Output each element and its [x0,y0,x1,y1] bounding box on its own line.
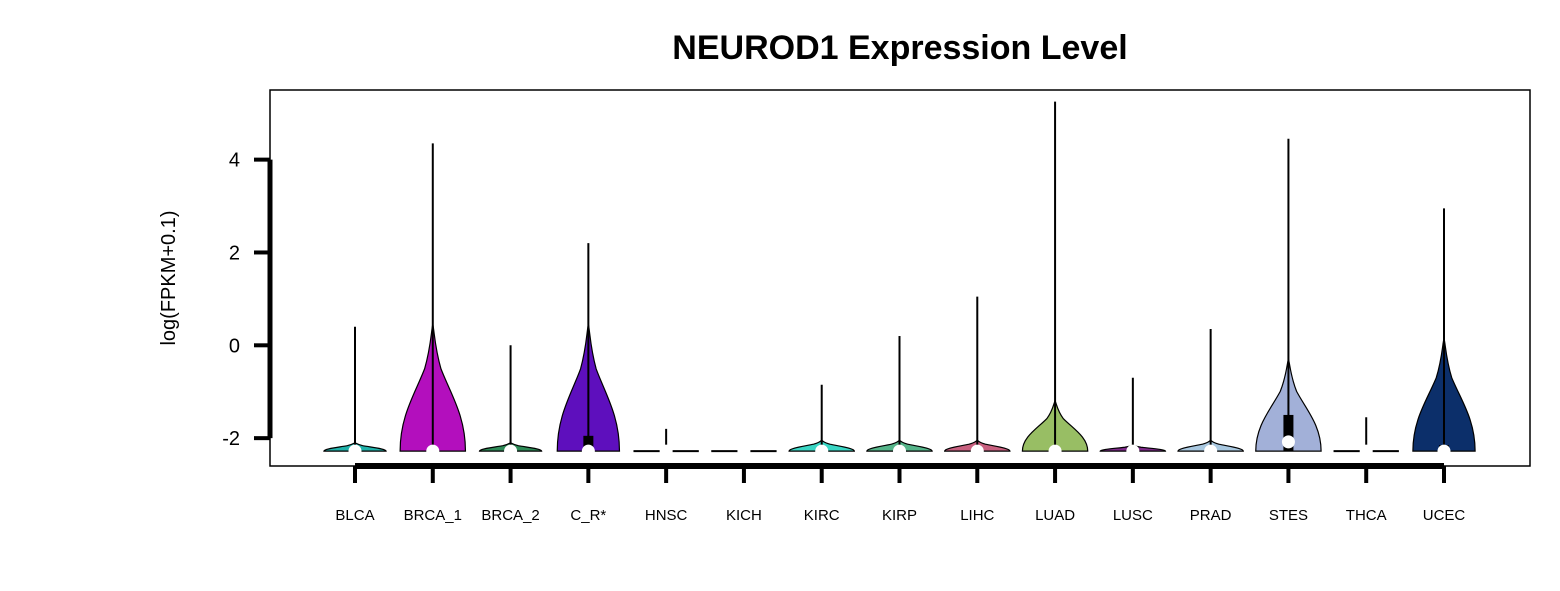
violin-lihc [944,296,1011,458]
violin-median-dot [426,444,440,458]
y-tick-label: 4 [229,150,240,172]
y-axis-label: log(FPKM+0.1) [158,210,180,345]
violin-median-dot [1359,444,1373,458]
x-tick-label: C_R* [570,507,606,524]
violin-kirc [788,384,855,458]
x-axis: BLCA BRCA_1 BRCA_2 C_R* HNSC KICH KIRC KIRP LIHC… [335,463,1466,524]
x-tick-label: LUAD [1035,507,1075,524]
y-tick-label: 0 [229,335,240,357]
violin-blca [323,326,387,458]
violin-median-dot [504,444,518,458]
violin-iqr-box [1283,414,1294,452]
violin-median-dot [737,444,751,458]
violin-hnsc [633,428,699,458]
violin-median-dot [1126,444,1140,458]
violin-median-dot [348,444,362,458]
y-axis: -2 0 2 4 [222,150,273,450]
violin-median-dot [970,444,984,458]
violin-median-dot [581,444,595,458]
violin-median-dot [1281,435,1295,449]
violin-median-dot [815,444,829,458]
violin-median-dot [1437,444,1451,458]
x-tick-label: KICH [726,507,762,524]
x-tick-label: BRCA_1 [404,507,462,524]
x-tick-label: BLCA [335,507,374,524]
y-tick-label: 2 [229,242,240,264]
x-tick-label: KIRP [882,507,917,524]
x-tick-label: UCEC [1423,507,1466,524]
y-tick-label: -2 [222,428,240,450]
violin-luad [1021,101,1089,458]
violin-kirp [866,336,933,458]
x-tick-label: PRAD [1190,507,1232,524]
violin-median-dot [1048,444,1062,458]
x-tick-label: KIRC [804,507,840,524]
violin-thca [1333,417,1399,458]
violin-brca-2 [478,345,543,458]
x-tick-label: LIHC [960,507,994,524]
x-tick-label: HNSC [645,507,688,524]
violin-iqr-box [583,435,594,452]
x-tick-label: THCA [1346,507,1387,524]
violin-kich [711,444,777,458]
x-tick-label: LUSC [1113,507,1153,524]
violin-stes [1255,138,1322,452]
violin-median-dot [1204,444,1218,458]
violin-c-r- [556,243,621,458]
chart-title: NEUROD1 Expression Level [672,29,1127,67]
violin-prad [1177,329,1244,458]
violin-median-dot [893,444,906,458]
violins [323,101,1476,458]
x-tick-label: STES [1269,507,1308,524]
violin-lusc [1099,377,1167,458]
violin-brca-1 [399,143,467,458]
x-tick-label: BRCA_2 [481,507,539,524]
violin-median-dot [659,444,673,458]
violin-ucec [1412,208,1476,458]
